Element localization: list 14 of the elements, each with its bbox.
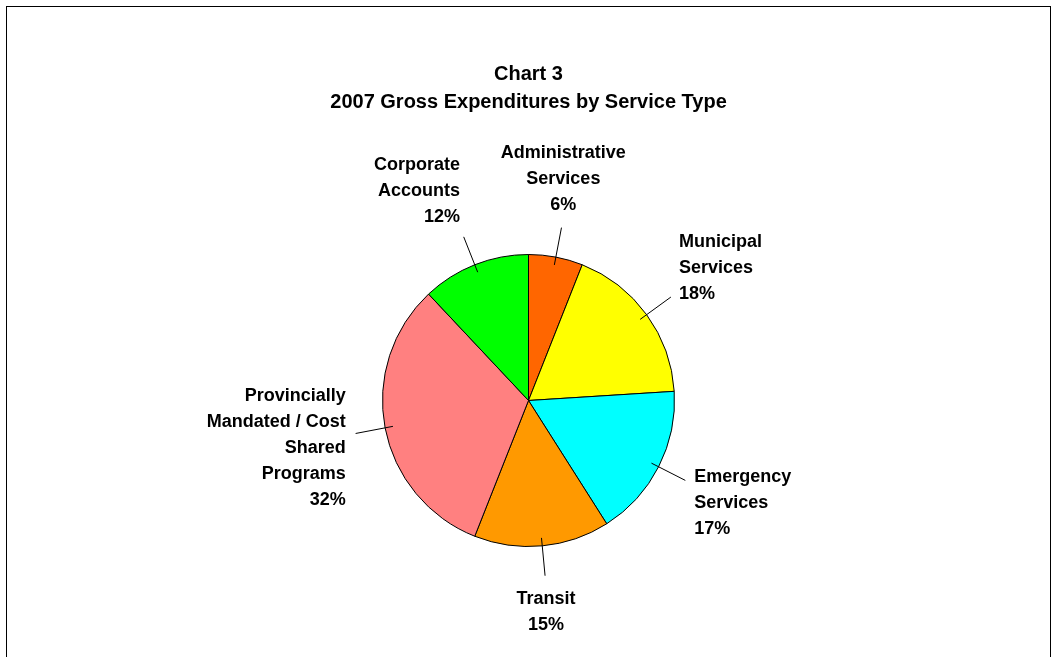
slice-label: Transit	[516, 587, 576, 608]
data-label: 15%	[527, 613, 565, 634]
slice-label: Provincially Mandated / Cost Shared Programs	[206, 384, 346, 483]
chart-subtitle: 2007 Gross Expenditures by Service Type	[330, 89, 727, 112]
slice-label: Administrative Services	[500, 142, 626, 189]
slice-label: Municipal Services	[678, 231, 762, 278]
data-label: 18%	[678, 283, 716, 304]
slice-label: Corporate Accounts	[374, 154, 461, 201]
data-label: 12%	[424, 206, 461, 227]
data-label: 6%	[550, 194, 577, 215]
data-label: 17%	[694, 517, 731, 538]
slice-label: Emergency Services	[694, 465, 792, 512]
data-label: 32%	[309, 488, 346, 509]
chart-title: Chart 3	[494, 61, 563, 84]
